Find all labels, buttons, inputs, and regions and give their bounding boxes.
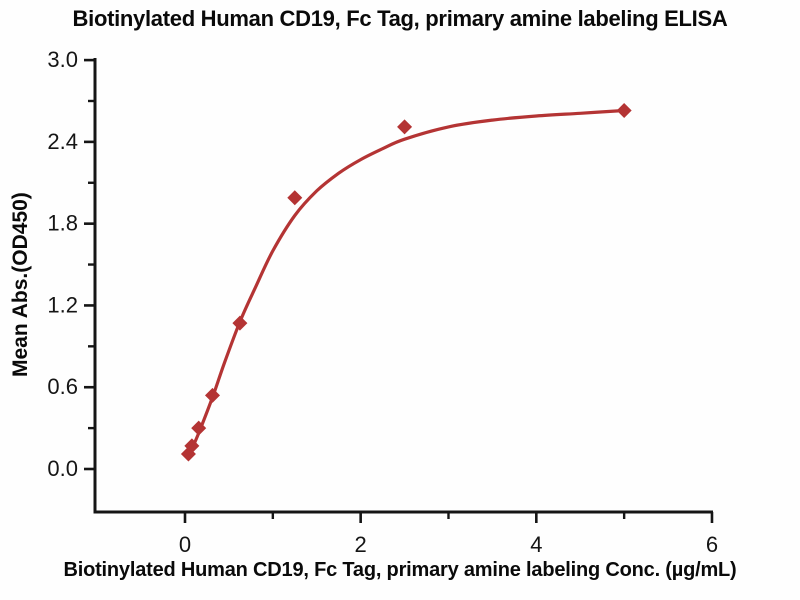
x-tick-label: 0: [179, 532, 191, 557]
data-point-diamond: [184, 438, 200, 454]
data-point-diamond: [287, 190, 303, 206]
data-point-diamond: [232, 315, 248, 331]
data-point-diamond: [204, 387, 220, 403]
data-point-diamond: [616, 103, 632, 119]
data-point-diamond: [191, 420, 207, 436]
x-tick-label: 6: [706, 532, 718, 557]
y-tick-label: 1.2: [47, 292, 78, 317]
y-tick-label: 0.6: [47, 374, 78, 399]
data-point-diamond: [397, 119, 413, 135]
y-tick-label: 2.4: [47, 129, 78, 154]
x-axis-label: Biotinylated Human CD19, Fc Tag, primary…: [63, 559, 737, 581]
y-tick-label: 3.0: [47, 47, 78, 72]
x-tick-label: 4: [530, 532, 542, 557]
chart-title: Biotinylated Human CD19, Fc Tag, primary…: [72, 6, 728, 31]
x-tick-label: 2: [355, 532, 367, 557]
fit-curve: [186, 108, 626, 459]
y-tick-label: 1.8: [47, 211, 78, 236]
y-tick-label: 0.0: [47, 456, 78, 481]
